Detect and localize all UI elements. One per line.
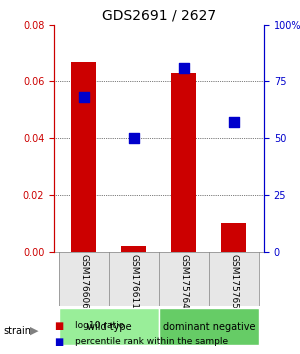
Text: ■: ■ — [54, 337, 63, 347]
Point — [232, 120, 236, 125]
Bar — [159, 252, 209, 306]
Point — [82, 95, 86, 100]
Text: dominant negative: dominant negative — [163, 321, 255, 331]
Text: ■: ■ — [54, 321, 63, 331]
Bar — [59, 252, 109, 306]
Text: wild type: wild type — [87, 321, 131, 331]
Bar — [122, 246, 146, 252]
Title: GDS2691 / 2627: GDS2691 / 2627 — [102, 8, 216, 22]
Text: percentile rank within the sample: percentile rank within the sample — [75, 337, 228, 346]
Text: strain: strain — [3, 326, 31, 336]
Text: GSM176611: GSM176611 — [130, 255, 139, 309]
Text: ▶: ▶ — [30, 326, 38, 336]
Bar — [71, 62, 97, 252]
Bar — [109, 252, 159, 306]
Bar — [172, 73, 197, 252]
Text: log10 ratio: log10 ratio — [75, 321, 124, 330]
Point — [132, 135, 136, 141]
Bar — [221, 223, 247, 252]
FancyBboxPatch shape — [59, 308, 159, 345]
Bar — [209, 252, 259, 306]
FancyBboxPatch shape — [159, 308, 259, 345]
Point — [182, 65, 186, 71]
Text: GSM176606: GSM176606 — [80, 255, 88, 309]
Text: GSM175764: GSM175764 — [179, 255, 188, 309]
Text: GSM175765: GSM175765 — [230, 255, 238, 309]
